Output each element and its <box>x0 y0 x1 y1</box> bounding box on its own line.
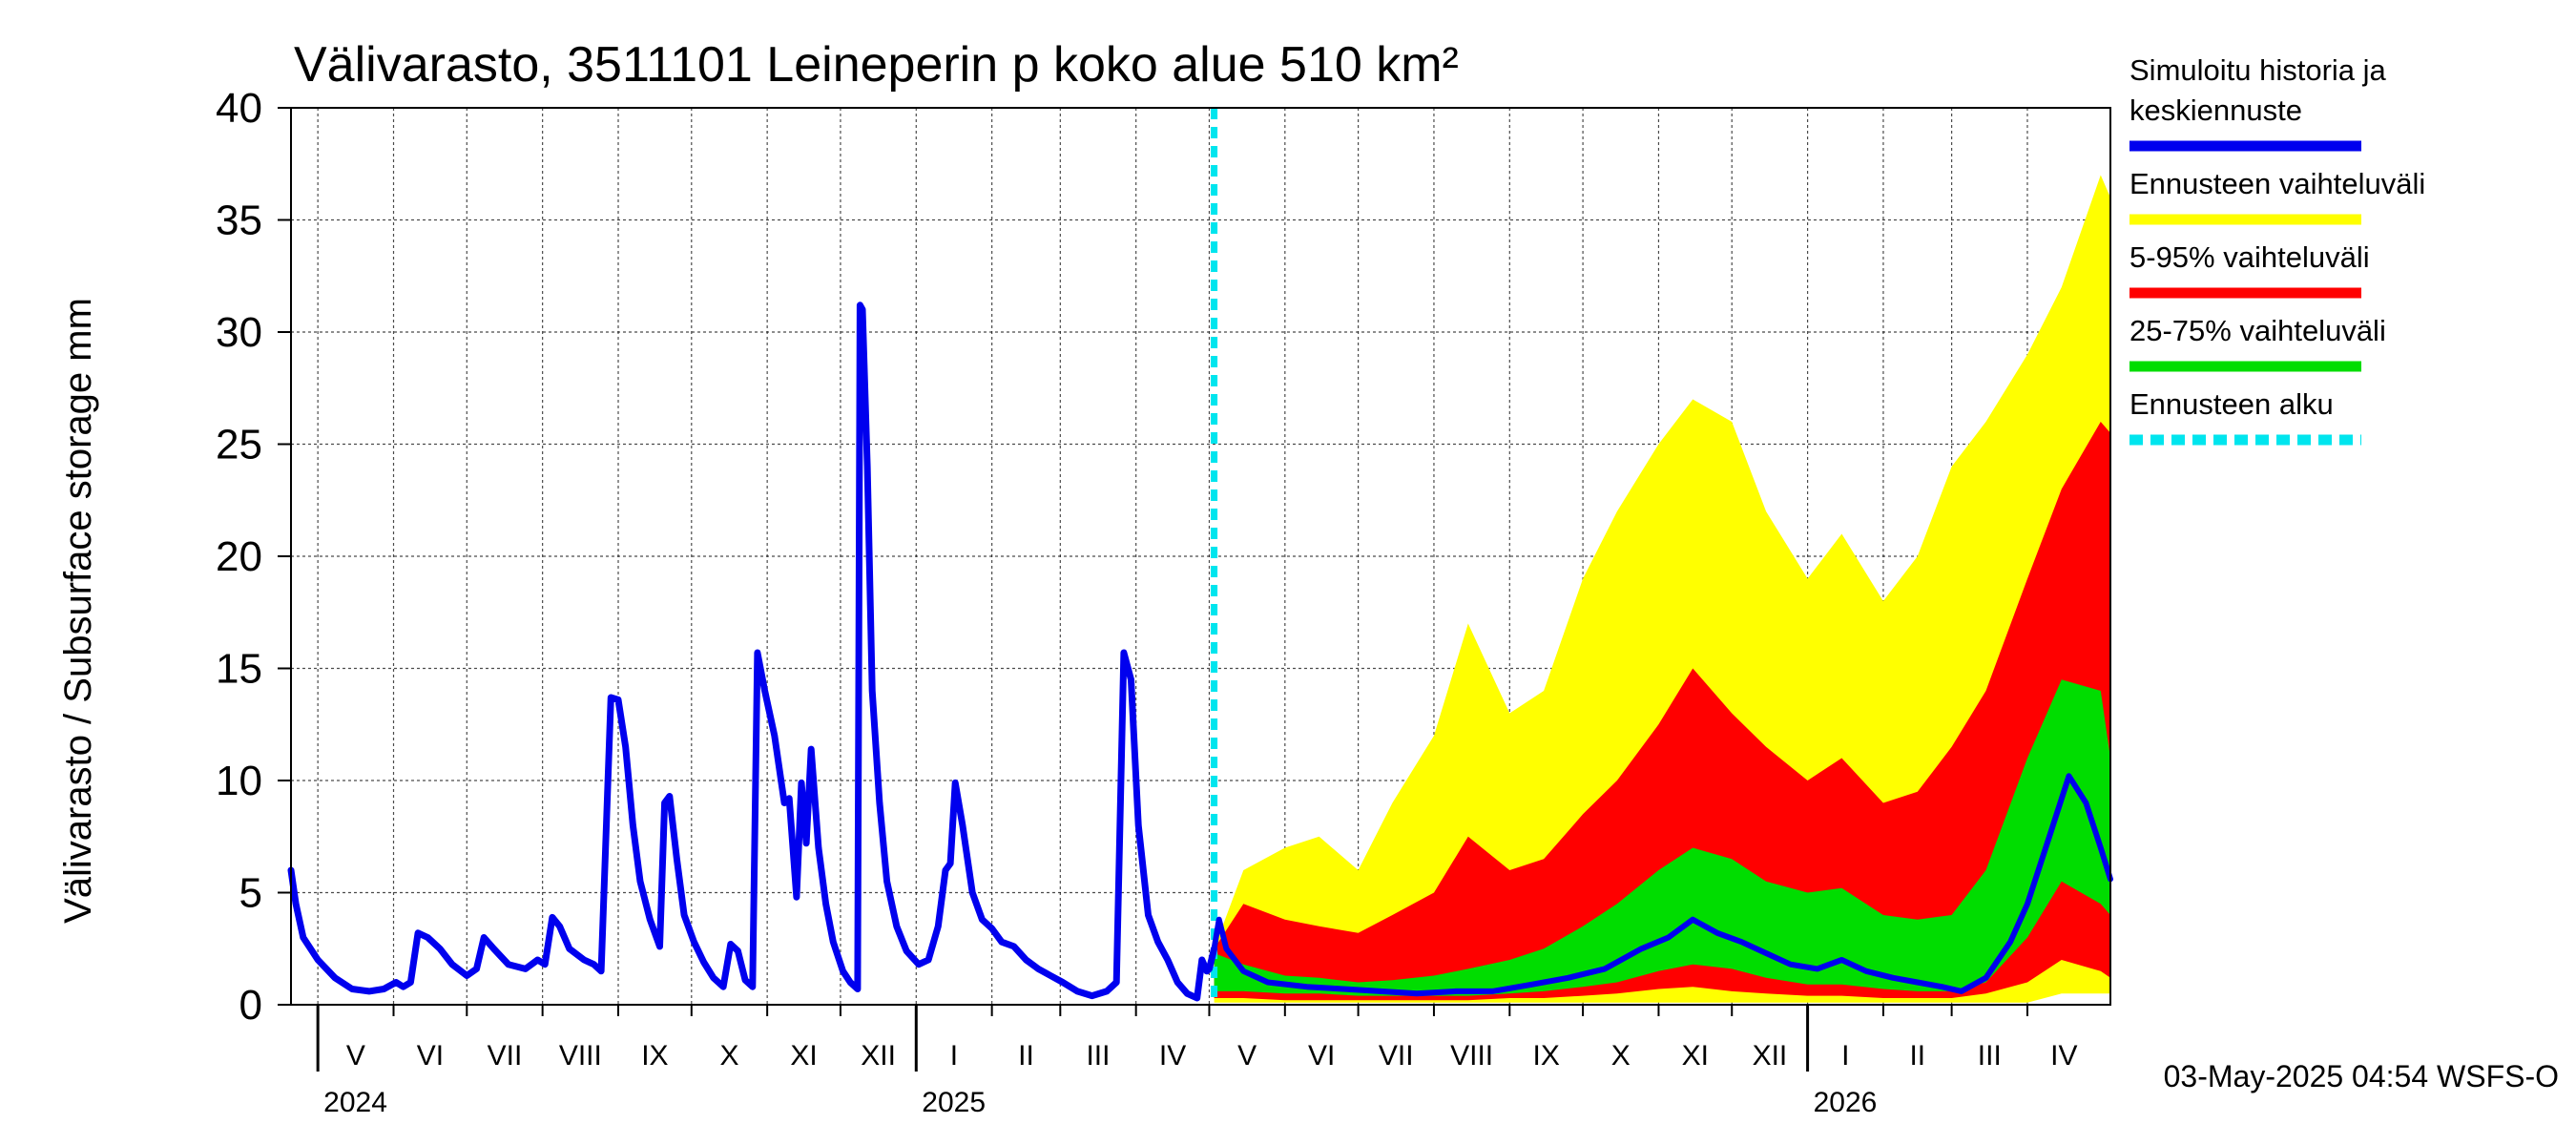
month-label: VI <box>1308 1040 1335 1072</box>
month-label: X <box>719 1040 738 1072</box>
legend: Simuloitu historia ja keskiennuste Ennuste… <box>2129 53 2425 446</box>
month-label: XI <box>790 1040 817 1072</box>
plot-area <box>287 107 2113 1006</box>
month-label: VI <box>417 1040 444 1072</box>
month-label: II <box>1018 1040 1034 1072</box>
month-label: XII <box>861 1040 896 1072</box>
month-label: XI <box>1682 1040 1709 1072</box>
y-tick-label: 0 <box>239 982 262 1029</box>
month-label: I <box>1841 1040 1849 1072</box>
y-axis-ticks: 0 5 10 15 20 25 30 35 40 <box>216 85 291 1029</box>
band-full-area <box>1214 175 2110 1003</box>
chart-title: Välivarasto, 3511101 Leineperin p koko a… <box>294 37 1459 93</box>
band-full-shape <box>1214 175 2110 1003</box>
band-25-75-area <box>1214 679 2110 996</box>
month-label: V <box>346 1040 365 1072</box>
month-label: XII <box>1753 1040 1788 1072</box>
month-label: III <box>1086 1040 1110 1072</box>
y-axis-label: Välivarasto / Subsurface storage mm <box>57 298 99 924</box>
month-label: IX <box>1533 1040 1560 1072</box>
median-forecast-line <box>1211 773 2113 997</box>
y-tick-label: 30 <box>216 309 262 356</box>
year-label: 2026 <box>1814 1087 1878 1118</box>
legend-label: 25-75% vaihteluväli <box>2129 314 2386 347</box>
y-tick-label: 5 <box>239 870 262 917</box>
month-label: VII <box>1379 1040 1414 1072</box>
y-tick-label: 10 <box>216 758 262 804</box>
band-25-75-shape <box>1214 679 2110 996</box>
month-label: II <box>1909 1040 1925 1072</box>
y-tick-label: 35 <box>216 198 262 244</box>
history-line <box>287 302 1218 1002</box>
month-label: III <box>1978 1040 2002 1072</box>
legend-label: Simuloitu historia ja <box>2129 53 2387 87</box>
x-axis: V VI VII VIII IX X XI XII I II III IV V VI VII VIII IX X X… <box>316 1005 2078 1118</box>
band-5-95-shape <box>1214 422 2110 1001</box>
y-tick-label: 40 <box>216 85 262 132</box>
band-5-95-area <box>1214 422 2110 1001</box>
month-label: VIII <box>559 1040 602 1072</box>
series-lines <box>287 302 2113 1002</box>
legend-label: 5-95% vaihteluväli <box>2129 240 2370 274</box>
month-label: VII <box>488 1040 523 1072</box>
month-label: I <box>950 1040 958 1072</box>
legend-label: Ennusteen vaihteluväli <box>2129 167 2425 200</box>
y-tick-label: 15 <box>216 646 262 693</box>
month-label: X <box>1611 1040 1631 1072</box>
legend-label: keskiennuste <box>2129 94 2302 127</box>
month-label: IX <box>641 1040 668 1072</box>
month-label: V <box>1237 1040 1257 1072</box>
year-label: 2024 <box>323 1087 387 1118</box>
month-label: IV <box>1159 1040 1186 1072</box>
y-tick-label: 25 <box>216 422 262 468</box>
legend-label: Ennusteen alku <box>2129 387 2334 421</box>
month-label: IV <box>2050 1040 2077 1072</box>
y-tick-label: 20 <box>216 533 262 580</box>
month-label: VIII <box>1450 1040 1493 1072</box>
year-label: 2025 <box>922 1087 986 1118</box>
timestamp-label: 03-May-2025 04:54 WSFS-O <box>2164 1059 2559 1093</box>
